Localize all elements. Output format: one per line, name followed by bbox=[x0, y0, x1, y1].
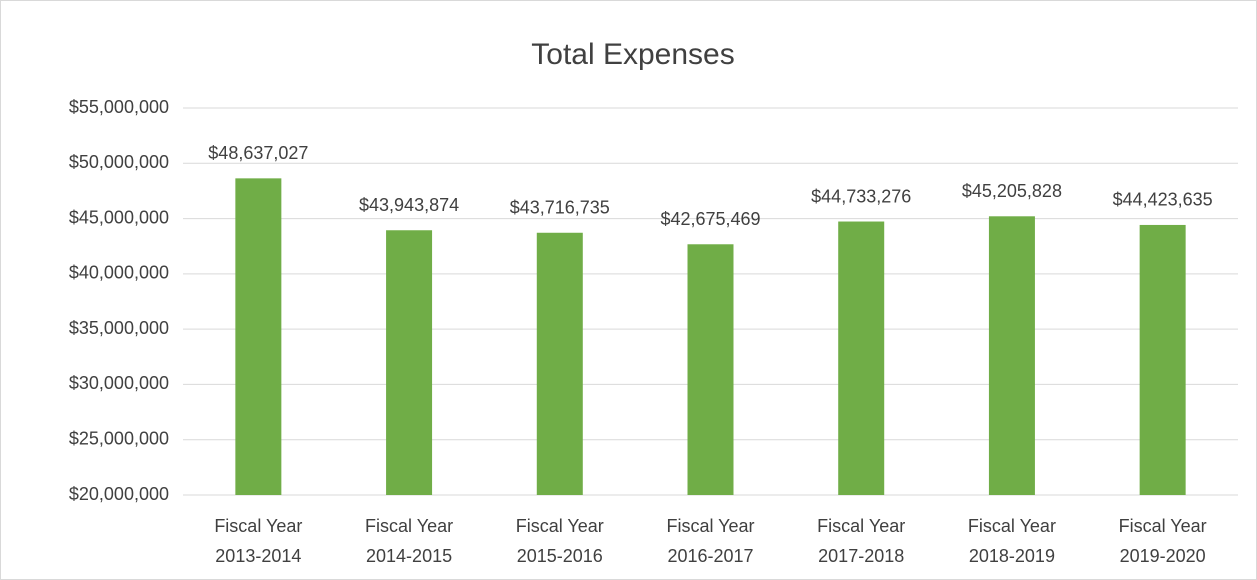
x-tick-label: Fiscal Year 2019-2020 bbox=[1118, 516, 1207, 566]
x-tick-label: Fiscal Year 2017-2018 bbox=[817, 516, 906, 566]
bar bbox=[838, 221, 885, 495]
data-label: $44,733,276 bbox=[811, 186, 911, 206]
y-tick-label: $55,000,000 bbox=[69, 97, 169, 117]
bar bbox=[386, 230, 433, 496]
x-tick-label: Fiscal Year 2016-2017 bbox=[666, 516, 755, 566]
bar bbox=[988, 216, 1035, 495]
data-label: $44,423,635 bbox=[1113, 190, 1213, 210]
x-tick-label: Fiscal Year 2015-2016 bbox=[515, 516, 604, 566]
chart-title: Total Expenses bbox=[531, 38, 734, 71]
data-label: $45,205,828 bbox=[962, 181, 1062, 201]
data-label: $42,675,469 bbox=[660, 209, 760, 229]
data-label: $48,637,027 bbox=[208, 143, 308, 163]
bar bbox=[687, 244, 734, 495]
bar bbox=[1139, 224, 1186, 495]
x-tick-label: Fiscal Year 2018-2019 bbox=[967, 516, 1056, 566]
bar bbox=[235, 178, 282, 495]
x-tick-label: Fiscal Year 2013-2014 bbox=[214, 516, 303, 566]
x-tick-label: Fiscal Year 2014-2015 bbox=[365, 516, 454, 566]
y-tick-label: $25,000,000 bbox=[69, 428, 169, 448]
y-tick-label: $50,000,000 bbox=[69, 152, 169, 172]
y-tick-label: $20,000,000 bbox=[69, 484, 169, 504]
bar bbox=[536, 232, 583, 495]
data-label: $43,943,874 bbox=[359, 195, 459, 215]
y-tick-label: $35,000,000 bbox=[69, 318, 169, 338]
y-tick-label: $45,000,000 bbox=[69, 207, 169, 227]
y-tick-label: $40,000,000 bbox=[69, 263, 169, 283]
data-label: $43,716,735 bbox=[510, 198, 610, 218]
y-tick-label: $30,000,000 bbox=[69, 373, 169, 393]
